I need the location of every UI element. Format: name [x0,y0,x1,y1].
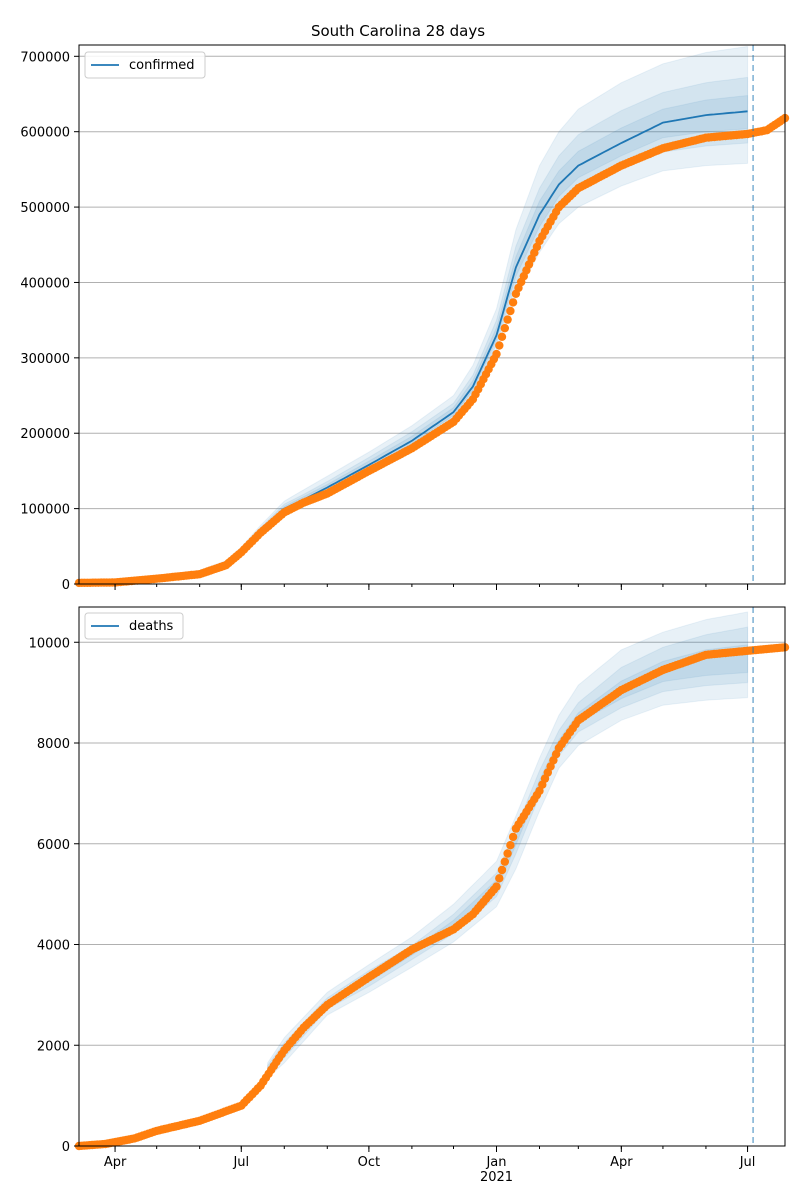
y-tick-label: 4000 [37,939,70,954]
observed-point [500,324,509,333]
y-tick-label: 8000 [37,737,70,752]
observed-point [495,341,504,350]
bottom-y-axis: 0 2000 4000 6000 8000 10000 [29,636,79,1155]
y-tick-label: 300000 [20,352,70,367]
bottom-panel-border [78,606,786,1147]
y-tick-label: 400000 [20,276,70,291]
observed-point [492,349,501,359]
x-axis-year-label: 2021 [480,1170,513,1185]
bottom-legend: deaths [84,612,184,640]
top-legend-box [84,51,206,79]
y-tick-label: 100000 [20,503,70,518]
bottom-legend-box [84,612,184,640]
observed-point [506,841,515,850]
x-tick-label: Jan [485,1155,506,1170]
bottom-legend-label: deaths [129,619,174,634]
y-tick-label: 10000 [29,636,70,651]
x-tick-label: Apr [104,1155,127,1170]
observed-point [503,315,512,324]
observed-point [508,832,518,842]
x-tick-label: Jul [232,1155,249,1170]
top-legend: confirmed [84,51,206,79]
observed-point [495,874,504,883]
top-x-axis-ticks [114,584,749,590]
top-panel: 0 100000 200000 300000 400000 500000 600000 700… [20,44,790,593]
observed-point [497,332,507,341]
observed-point [492,882,501,891]
y-tick-label: 0 [62,578,70,593]
top-panel-frame [79,45,785,584]
y-tick-label: 600000 [20,126,70,141]
y-tick-label: 6000 [37,838,70,853]
observed-point [500,857,509,866]
observed-point [497,865,507,875]
chart-title: South Carolina 28 days [311,22,485,40]
x-tick-label: Jul [739,1155,756,1170]
observed-point [508,298,518,307]
x-tick-label: Apr [610,1155,633,1170]
x-tick-label: Oct [358,1155,380,1170]
deaths-observed-points [74,643,790,1151]
bottom-x-axis: Apr Jul Oct Jan Apr Jul [104,1146,756,1170]
y-tick-label: 700000 [20,50,70,65]
observed-point [503,849,512,858]
confirmed-observed-points [74,113,790,588]
y-tick-label: 200000 [20,427,70,442]
top-y-axis: 0 100000 200000 300000 400000 500000 600000 700… [20,50,79,593]
bottom-panel: 0 2000 4000 6000 8000 10000 Apr Jul Oct Jan Apr Ju… [29,606,790,1185]
y-tick-label: 0 [62,1140,70,1155]
bottom-panel-frame [79,607,785,1146]
top-panel-border [78,44,786,585]
y-tick-label: 2000 [37,1039,70,1054]
observed-point [506,306,515,316]
top-legend-label: confirmed [129,58,195,73]
y-tick-label: 500000 [20,201,70,216]
